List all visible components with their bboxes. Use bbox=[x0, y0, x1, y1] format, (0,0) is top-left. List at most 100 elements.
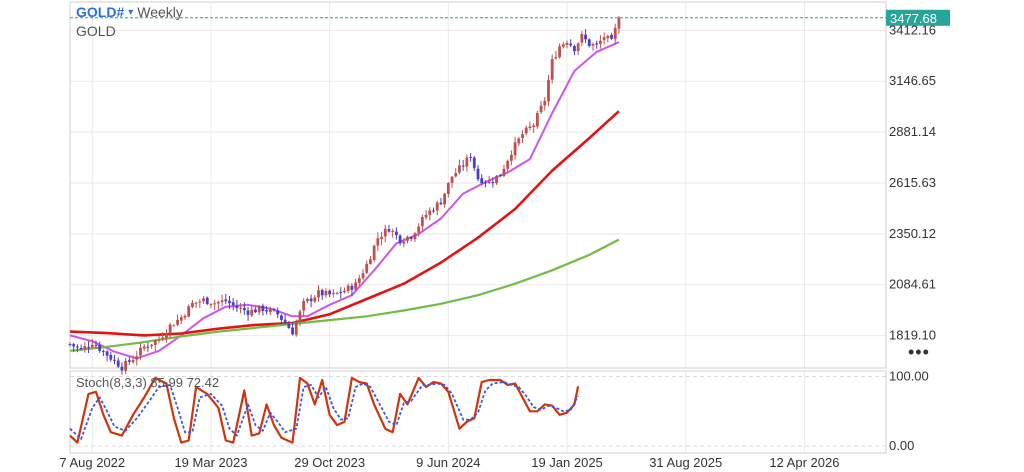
candle-body bbox=[213, 303, 217, 305]
candle-body bbox=[569, 43, 573, 46]
candle-body bbox=[309, 298, 313, 302]
candle-body bbox=[424, 214, 428, 218]
candle-body bbox=[183, 315, 187, 318]
x-tick-label: 9 Jun 2024 bbox=[416, 455, 480, 470]
stoch-panel-border bbox=[69, 370, 887, 454]
candle-body bbox=[539, 105, 543, 113]
stoch-y-tick-label: 0.00 bbox=[889, 438, 914, 453]
candle-body bbox=[198, 301, 202, 303]
candle-body bbox=[480, 178, 484, 184]
candle-body bbox=[146, 346, 150, 348]
candle-body bbox=[242, 307, 246, 311]
candle-body bbox=[491, 182, 495, 184]
candle-body bbox=[298, 311, 302, 323]
candle-body bbox=[294, 322, 298, 335]
candle-body bbox=[354, 282, 357, 290]
candle-body bbox=[420, 217, 424, 227]
candle-body bbox=[561, 44, 565, 47]
candle-body bbox=[380, 236, 383, 240]
candle-body bbox=[498, 174, 502, 176]
candle-body bbox=[302, 300, 306, 311]
candle-body bbox=[320, 290, 324, 296]
series-line-1 bbox=[69, 41, 620, 360]
candle-body bbox=[239, 307, 243, 309]
y-tick-label: 1819.10 bbox=[889, 328, 936, 343]
candle-body bbox=[283, 319, 287, 324]
candle-body bbox=[517, 138, 521, 144]
candle-body bbox=[116, 360, 120, 367]
candle-body bbox=[428, 210, 432, 216]
candle-body bbox=[446, 183, 450, 195]
candle-body bbox=[465, 157, 469, 167]
candle-body bbox=[131, 360, 135, 363]
candle-body bbox=[580, 34, 584, 43]
candle-body bbox=[502, 168, 506, 176]
last-price-value: 3477.68 bbox=[890, 11, 937, 26]
candle-body bbox=[228, 300, 231, 304]
candle-body bbox=[547, 80, 550, 102]
chart-header[interactable]: GOLD# ▾ Weekly bbox=[76, 4, 183, 20]
y-tick-label: 2350.12 bbox=[889, 226, 936, 241]
candle-body bbox=[506, 160, 510, 169]
candle-body bbox=[587, 39, 591, 46]
candle-body bbox=[383, 228, 387, 237]
candle-body bbox=[369, 259, 372, 264]
candle-body bbox=[272, 308, 276, 311]
candle-body bbox=[101, 351, 105, 353]
candle-body bbox=[550, 58, 554, 80]
candle-body bbox=[90, 344, 94, 348]
more-options-icon[interactable]: ••• bbox=[908, 342, 930, 362]
candle-body bbox=[487, 181, 491, 183]
candle-body bbox=[287, 323, 291, 328]
candle-body bbox=[357, 278, 361, 284]
candle-body bbox=[72, 344, 76, 347]
candle-body bbox=[313, 297, 317, 302]
timeframe-label[interactable]: Weekly bbox=[137, 4, 183, 20]
stoch-d-line bbox=[69, 381, 579, 440]
candle-body bbox=[124, 360, 128, 371]
x-tick-label: 31 Aug 2025 bbox=[649, 455, 722, 470]
candle-body bbox=[343, 290, 346, 293]
candle-body bbox=[495, 175, 498, 184]
candle-body bbox=[153, 340, 157, 345]
candle-body bbox=[202, 298, 205, 302]
candle-body bbox=[461, 165, 465, 167]
stochastic-lines bbox=[69, 376, 580, 444]
candle-body bbox=[484, 182, 487, 184]
y-tick-label: 2615.63 bbox=[889, 175, 936, 190]
candle-body bbox=[513, 142, 517, 156]
candle-body bbox=[87, 346, 90, 348]
candle-body bbox=[68, 343, 72, 345]
candle-body bbox=[187, 306, 191, 317]
candle-body bbox=[246, 310, 250, 315]
candle-body bbox=[291, 327, 294, 335]
candle-body bbox=[599, 40, 602, 45]
candle-body bbox=[524, 127, 528, 134]
last-price-tag bbox=[886, 9, 950, 26]
y-tick-label: 2881.14 bbox=[889, 124, 936, 139]
candle-body bbox=[250, 309, 254, 316]
candle-body bbox=[220, 300, 224, 303]
candle-body bbox=[606, 35, 610, 39]
candle-body bbox=[361, 273, 365, 279]
y-tick-label: 3146.65 bbox=[889, 73, 936, 88]
candle-body bbox=[328, 290, 332, 295]
chevron-down-icon[interactable]: ▾ bbox=[128, 6, 134, 18]
candle-body bbox=[409, 237, 413, 239]
stoch-indicator-label[interactable]: Stoch(8,3,3) 85.99 72.42 bbox=[76, 375, 220, 390]
candle-body bbox=[268, 309, 272, 313]
candle-body bbox=[331, 292, 335, 294]
candle-body bbox=[317, 290, 320, 298]
symbol-label[interactable]: GOLD# bbox=[76, 4, 125, 20]
last-price-marker: 3477.68 bbox=[70, 9, 950, 26]
candle-body bbox=[391, 230, 395, 232]
x-tick-label: 7 Aug 2022 bbox=[59, 455, 125, 470]
candle-body bbox=[398, 235, 402, 244]
candle-body bbox=[280, 315, 283, 320]
candle-body bbox=[350, 285, 354, 290]
candle-body bbox=[76, 346, 79, 348]
candle-body bbox=[532, 125, 536, 128]
candle-body bbox=[439, 202, 443, 205]
candle-body bbox=[120, 366, 124, 371]
